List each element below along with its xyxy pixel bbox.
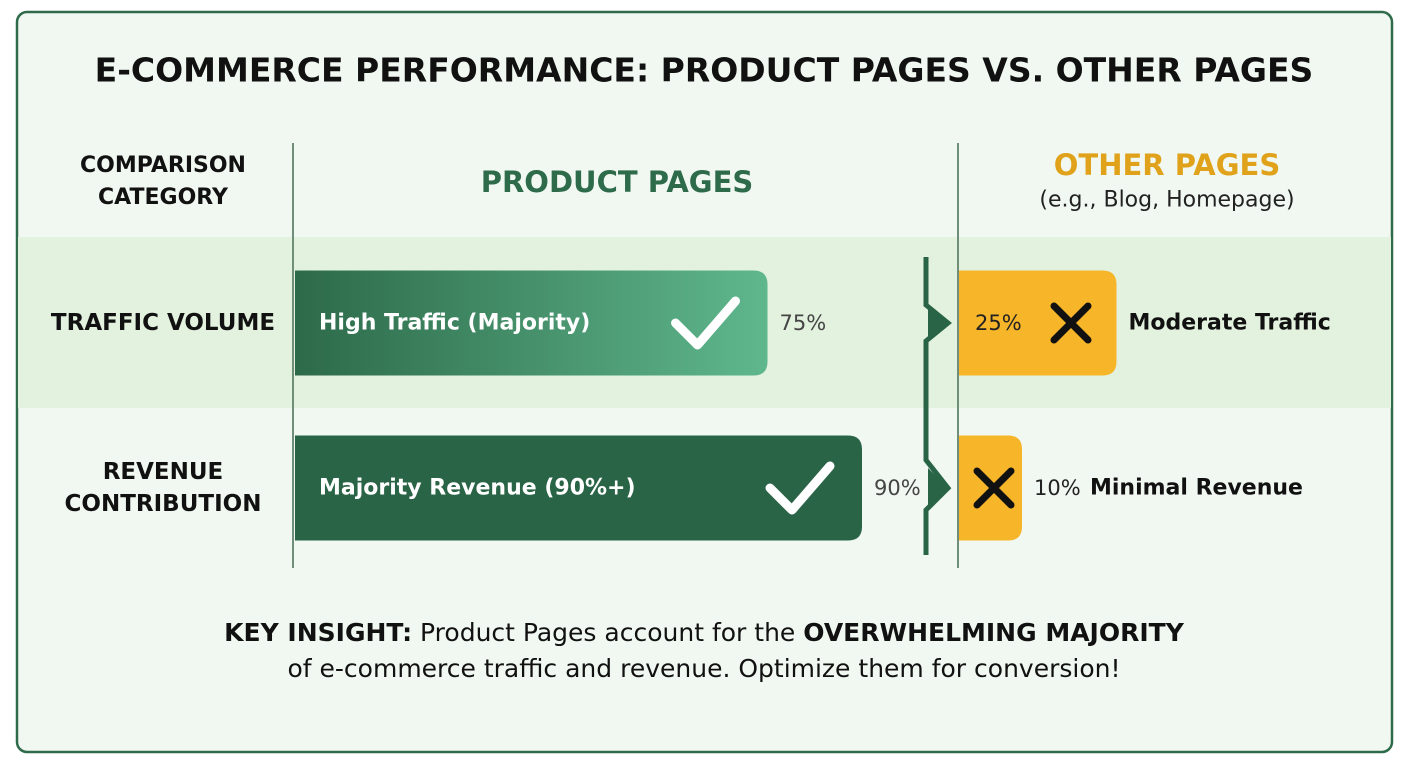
value-label: 10%: [1034, 476, 1081, 500]
product-header: PRODUCT PAGES: [480, 165, 754, 199]
separator-arrow: [928, 305, 948, 508]
cross-icon: [1050, 302, 1092, 344]
product-bar: [295, 435, 862, 541]
title: E-COMMERCE PERFORMANCE: PRODUCT PAGES VS…: [94, 50, 1314, 90]
category-label: TRAFFIC VOLUME: [50, 310, 276, 336]
check-icon: [765, 461, 835, 515]
other-subheader: (e.g., Blog, Homepage): [1039, 187, 1295, 213]
insight-text: OVERWHELMING MAJORITY: [803, 618, 1184, 647]
bar-label: Minimal Revenue: [1090, 475, 1303, 501]
check-icon: [671, 296, 740, 350]
bar-label: Majority Revenue (90%+): [319, 475, 636, 501]
value-label: 75%: [779, 311, 827, 335]
cross-icon: [973, 467, 1015, 509]
insight-text: KEY INSIGHT:: [224, 618, 413, 647]
other-bar: [959, 270, 1117, 376]
product-bar: [295, 270, 768, 376]
category-label: REVENUE CONTRIBUTION: [64, 459, 262, 517]
other-header: OTHER PAGES: [1053, 148, 1281, 182]
insight: KEY INSIGHT: Product Pages account for t…: [224, 615, 1184, 687]
value-label: 90%: [874, 476, 921, 500]
value-label: 25%: [975, 311, 1022, 335]
insight-text: of e-commerce traffic and revenue. Optim…: [287, 654, 1121, 683]
category-header: COMPARISON CATEGORY: [80, 153, 246, 210]
bar-label: High Traffic (Majority): [319, 310, 591, 336]
bar-label: Moderate Traffic: [1128, 310, 1331, 336]
insight-text: Product Pages account for the: [412, 618, 804, 647]
